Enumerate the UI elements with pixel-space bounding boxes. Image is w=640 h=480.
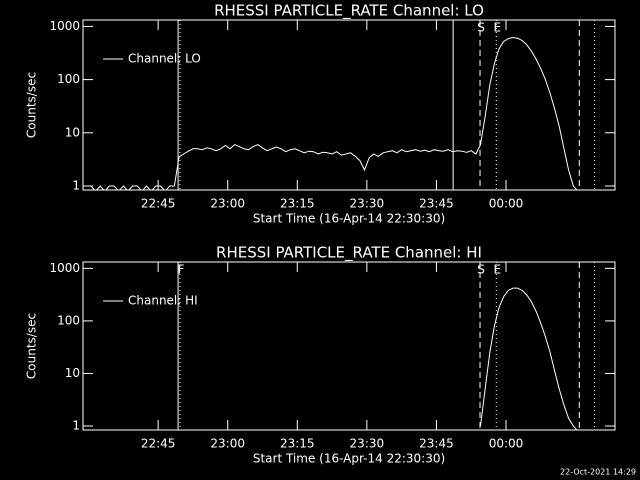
marker-label: E [493,21,501,35]
legend-label: Channel: HI [128,294,198,308]
x-tick-label: 22:45 [141,437,176,451]
plot-frame [82,19,616,191]
x-axis-label: Start Time (16-Apr-14 22:30:30) [253,452,445,466]
y-tick-label: 1000 [49,19,80,33]
x-tick-label: 23:00 [210,437,245,451]
footer: 22-Oct-2021 14:29 [560,468,636,477]
x-tick-label: 23:45 [419,197,454,211]
y-axis-label: Counts/sec [25,72,39,138]
plot-frame [82,261,616,431]
y-tick-label: 100 [57,313,80,327]
y-tick-label: 100 [57,72,80,86]
y-tick-label: 10 [65,366,80,380]
marker-label: E [493,263,501,277]
x-tick-label: 00:00 [489,197,524,211]
y-tick-label: 1 [72,419,80,433]
chart-title: RHESSI PARTICLE_RATE Channel: HI [216,244,482,263]
marker-label: S [477,263,485,277]
x-tick-label: 23:15 [280,437,315,451]
x-tick-label: 23:30 [350,197,385,211]
series-line [90,36,578,190]
marker-label: F [177,263,184,277]
marker-label: S [477,21,485,35]
x-tick-label: 22:45 [141,197,176,211]
legend-label: Channel: LO [128,52,201,66]
x-tick-label: 00:00 [489,437,524,451]
y-tick-label: 10 [65,125,80,139]
x-axis-label: Start Time (16-Apr-14 22:30:30) [253,212,445,226]
y-axis-label: Counts/sec [25,313,39,379]
x-tick-label: 23:00 [210,197,245,211]
series-line [480,287,578,430]
x-tick-label: 23:15 [280,197,315,211]
x-tick-label: 23:30 [350,437,385,451]
chart-title: RHESSI PARTICLE_RATE Channel: LO [214,2,484,21]
x-tick-label: 23:45 [419,437,454,451]
y-tick-label: 1 [72,178,80,192]
y-tick-label: 1000 [49,261,80,275]
